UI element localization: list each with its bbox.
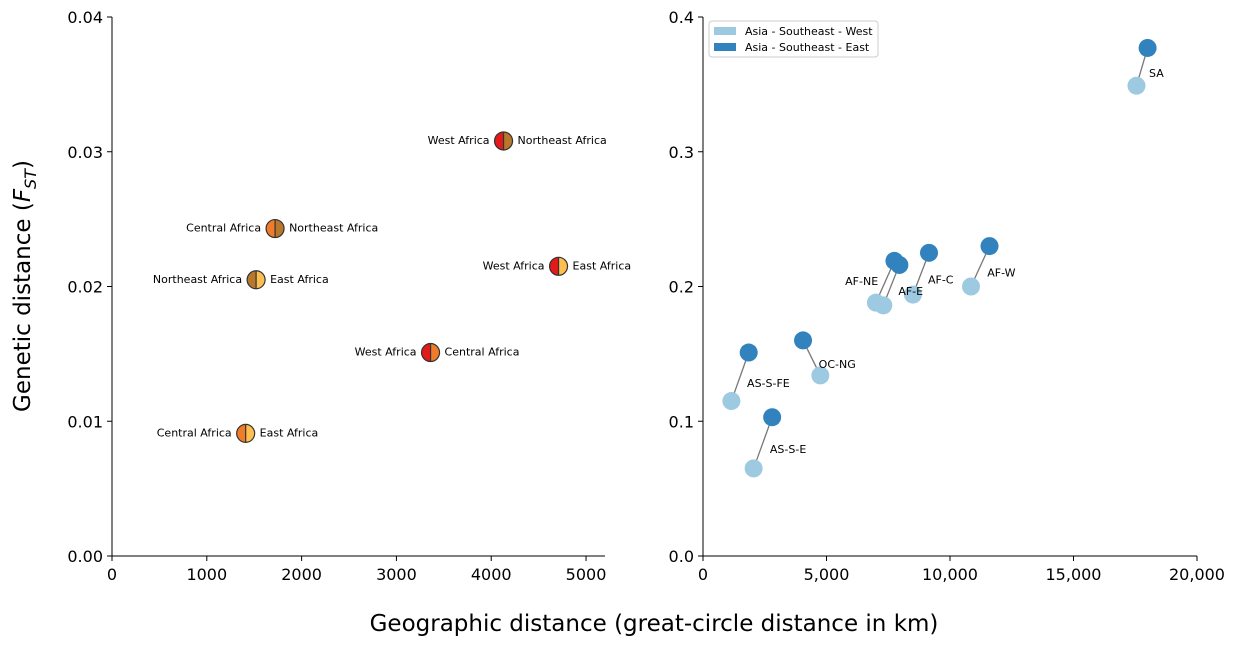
point-left-half [421, 343, 431, 362]
point-southeast-east [739, 343, 758, 362]
pair-point [246, 270, 266, 290]
point-right-half [275, 219, 285, 238]
right-x-tick-label: 20,000 [1169, 565, 1225, 584]
point-left-half [494, 131, 504, 150]
y-axis-label-symbol: F [10, 188, 36, 202]
point-right-label: Central Africa [445, 346, 520, 359]
right-x-tick-label: 0 [698, 565, 708, 584]
point-right-half [245, 424, 255, 443]
right-y-tick-label: 0.4 [669, 8, 694, 27]
pair-point [548, 256, 569, 276]
y-axis-label: Genetic distance (FST) [10, 160, 40, 412]
legend-frame [708, 20, 879, 58]
point-southeast-east [1138, 38, 1157, 57]
pair-label: AS-S-FE [747, 377, 790, 390]
point-right-label: East Africa [573, 259, 632, 272]
legend: Asia - Southeast - West Asia - Southeast … [708, 20, 879, 58]
point-right-label: Northeast Africa [289, 222, 378, 235]
point-left-label: Central Africa [186, 222, 261, 235]
point-southeast-east [763, 408, 782, 427]
point-left-label: West Africa [355, 346, 417, 359]
point-southeast-west [961, 277, 980, 296]
left-y-tick-label: 0.00 [67, 547, 103, 566]
left-y-tick-label: 0.03 [67, 143, 103, 162]
left-y-tick-label: 0.04 [67, 8, 103, 27]
point-left-half [247, 270, 257, 289]
pair-label: AF-E [898, 285, 923, 298]
pair-label: AF-NE [845, 275, 878, 288]
point-southeast-west [866, 293, 885, 312]
point-southeast-west [1127, 76, 1146, 95]
right-panel: 0 5,000 10,000 15,000 20,000 0.0 0.1 0.2 0.3 0.4 S… [669, 8, 1225, 584]
right-y-tick-label: 0.0 [669, 547, 694, 566]
pair-point [236, 423, 256, 443]
pair-connector [753, 416, 773, 469]
point-right-half [558, 257, 568, 276]
left-x-tick-label: 3000 [376, 565, 417, 584]
legend-swatch [714, 43, 736, 51]
pair-label: OC-NG [819, 358, 856, 371]
y-axis-label-main: Genetic distance ( [10, 202, 36, 412]
point-left-label: Central Africa [157, 426, 232, 439]
point-right-label: East Africa [260, 426, 319, 439]
y-axis-label-end: ) [10, 160, 36, 169]
left-x-tick-label: 0 [107, 565, 117, 584]
point-left-half [549, 257, 559, 276]
point-southeast-east [885, 251, 904, 270]
left-y-tick-label: 0.01 [67, 412, 103, 431]
pair-label: SA [1149, 67, 1164, 80]
legend-swatch [714, 27, 736, 35]
point-southeast-west [744, 459, 763, 478]
left-x-tick-label: 2000 [281, 565, 322, 584]
right-y-tick-label: 0.1 [669, 412, 694, 431]
point-left-label: West Africa [483, 259, 545, 272]
left-x-tick-label: 5000 [566, 565, 607, 584]
point-left-half [236, 424, 246, 443]
point-right-label: Northeast Africa [518, 134, 607, 147]
left-x-tick-label: 1000 [186, 565, 227, 584]
right-x-tick-label: 5,000 [804, 565, 850, 584]
point-southeast-west [722, 392, 741, 411]
x-axis-label: Geographic distance (great-circle distan… [370, 611, 939, 637]
right-y-tick-label: 0.2 [669, 278, 694, 297]
right-x-tick-label: 15,000 [1046, 565, 1102, 584]
point-southeast-east [980, 237, 999, 256]
pair-label: AF-C [928, 274, 954, 287]
left-y-tick-label: 0.02 [67, 278, 103, 297]
left-x-tick-label: 4000 [471, 565, 512, 584]
right-y-tick-label: 0.3 [669, 143, 694, 162]
pair-label: AF-W [987, 266, 1015, 279]
pair-point [493, 131, 514, 151]
point-southeast-west [811, 366, 830, 385]
right-x-tick-label: 10,000 [922, 565, 978, 584]
left-panel: 0 1000 2000 3000 4000 5000 0.00 0.01 0.02 0.03 0.0… [67, 8, 631, 584]
point-left-label: West Africa [428, 134, 490, 147]
pair-point [265, 218, 285, 239]
point-left-label: Northeast Africa [153, 273, 242, 286]
point-right-half [503, 131, 513, 150]
legend-label: Asia - Southeast - East [745, 41, 870, 54]
pair-label: AS-S-E [770, 443, 806, 456]
point-right-label: East Africa [270, 273, 329, 286]
legend-label: Asia - Southeast - West [745, 25, 873, 38]
point-right-half [256, 270, 266, 289]
point-southeast-east [794, 331, 813, 350]
point-right-half [430, 343, 440, 362]
y-axis-label-subscript: ST [21, 168, 40, 189]
point-southeast-west [903, 285, 922, 304]
point-southeast-east [920, 243, 939, 262]
point-left-half [266, 219, 276, 238]
pair-point [420, 342, 441, 363]
